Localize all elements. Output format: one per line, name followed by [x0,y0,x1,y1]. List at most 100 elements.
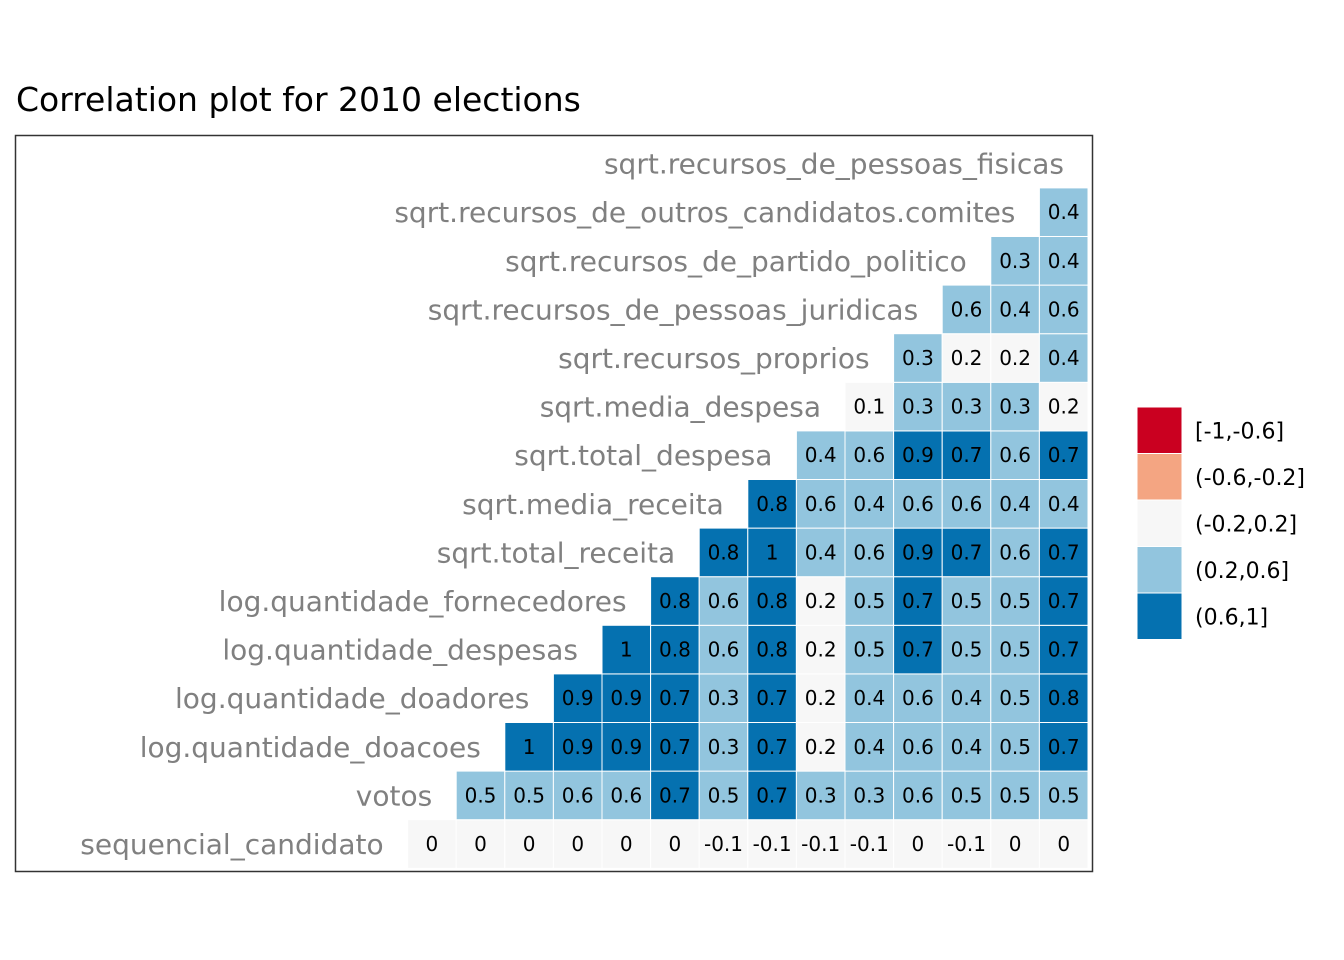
heatmap-cell [601,673,652,724]
cell-value-label: 0.3 [853,783,885,807]
cell-value-label: 0.4 [1048,200,1080,224]
cell-value-label: 0.7 [951,540,983,564]
cell-value-label: 0.9 [562,735,594,759]
cell-value-label: 0 [474,832,487,856]
cell-value-label: 0 [912,832,925,856]
cell-value-label: 0.6 [562,783,594,807]
legend-label: [-1,-0.6] [1195,419,1284,444]
cell-value-label: 0.6 [951,297,983,321]
variable-label: sqrt.recursos_proprios [558,342,869,375]
cell-value-label: 0.2 [1048,395,1080,419]
cell-value-label: 0.2 [805,735,837,759]
cell-value-label: 0.5 [951,589,983,613]
heatmap-cell [601,770,652,821]
variable-label: sqrt.total_despesa [514,439,772,472]
cell-value-label: 0.5 [999,589,1031,613]
cell-value-label: 0.8 [756,589,788,613]
cell-value-label: 0.5 [465,783,497,807]
cell-value-label: 0.5 [853,638,885,662]
heatmap-cell [844,479,895,529]
cell-value-label: 0.3 [951,395,983,419]
heatmap-cell [1038,819,1089,869]
heatmap-cell [844,624,895,675]
cell-value-label: 0.4 [805,540,837,564]
heatmap-cell [650,770,700,821]
cell-value-label: 0.7 [659,735,691,759]
legend-key [1136,499,1183,547]
cell-value-label: -0.1 [850,832,889,856]
cell-value-label: 1 [766,540,779,564]
cell-value-label: 0.5 [999,638,1031,662]
variable-label: log.quantidade_doadores [175,682,529,715]
cell-value-label: 0.7 [756,686,788,710]
heatmap-cell [1038,624,1089,675]
cell-value-label: 0 [1009,832,1022,856]
heatmap-cell [990,576,1040,626]
cell-value-label: 0.6 [999,540,1031,564]
heatmap-cell [844,722,895,772]
heatmap-cell [698,819,749,869]
cell-value-label: 0 [669,832,682,856]
cell-value-label: 0.9 [902,443,934,467]
cell-value-label: 0.5 [951,783,983,807]
heatmap-cell [893,381,943,432]
heatmap-cell [552,770,603,821]
legend-key [1136,406,1183,454]
heatmap-cell [1038,770,1089,821]
cell-value-label: 0.6 [708,638,740,662]
cell-value-label: 0.3 [999,395,1031,419]
legend-label: (0.2,0.6] [1195,559,1289,584]
heatmap-cell [844,576,895,626]
heatmap-cell [1038,236,1089,286]
cell-value-label: 0.4 [853,492,885,516]
heatmap-cell [504,770,554,821]
cell-value-label: 0 [523,832,536,856]
variable-label: log.quantidade_doacoes [140,731,481,764]
legend-key [1136,546,1183,594]
cell-value-label: 0.7 [659,686,691,710]
cell-value-label: 0.7 [951,443,983,467]
heatmap-cell [795,722,846,772]
variable-label: sqrt.media_despesa [540,391,821,424]
legend-label: (0.6,1] [1195,605,1268,630]
heatmap-cell [601,819,652,869]
cell-value-label: 0 [620,832,633,856]
cell-value-label: 0.3 [999,249,1031,273]
legend-label: (-0.2,0.2] [1195,512,1297,537]
cell-value-label: 0.4 [853,686,885,710]
heatmap-cell [795,770,846,821]
heatmap-cell [990,624,1040,675]
heatmap-cell [941,819,992,869]
heatmap-cell [1038,430,1089,480]
chart-title: Correlation plot for 2010 elections [16,80,581,119]
cell-value-label: 0.6 [902,735,934,759]
cell-value-label: 0.7 [756,783,788,807]
cell-value-label: 0.2 [805,638,837,662]
cell-value-label: 0.9 [610,686,642,710]
cell-value-label: 0.3 [708,686,740,710]
heatmap-cell [650,624,700,675]
cell-value-label: 0.8 [756,492,788,516]
heatmap-cell [990,527,1040,578]
cell-value-label: 0.2 [805,589,837,613]
cell-value-label: 0.6 [708,589,740,613]
cell-value-label: 0.4 [999,297,1031,321]
cell-value-label: 0.4 [1048,346,1080,370]
cell-value-label: 0.7 [1048,589,1080,613]
cell-value-label: 0.8 [659,638,691,662]
cell-value-label: 0.4 [951,735,983,759]
cell-value-label: 0.1 [853,395,885,419]
heatmap-cell [990,770,1040,821]
heatmap-cell [893,770,943,821]
cell-value-label: -0.1 [704,832,743,856]
heatmap-cell [990,333,1040,383]
cell-value-label: 0.3 [902,346,934,370]
heatmap-cell [698,624,749,675]
labels-layer: sequencial_candidato votos log.quantidade_… [80,148,1064,861]
heatmap-cell [990,673,1040,724]
cell-value-label: -0.1 [801,832,840,856]
cell-value-label: 0.7 [1048,540,1080,564]
cell-value-label: 0.4 [1048,249,1080,273]
cell-value-label: 0.8 [756,638,788,662]
